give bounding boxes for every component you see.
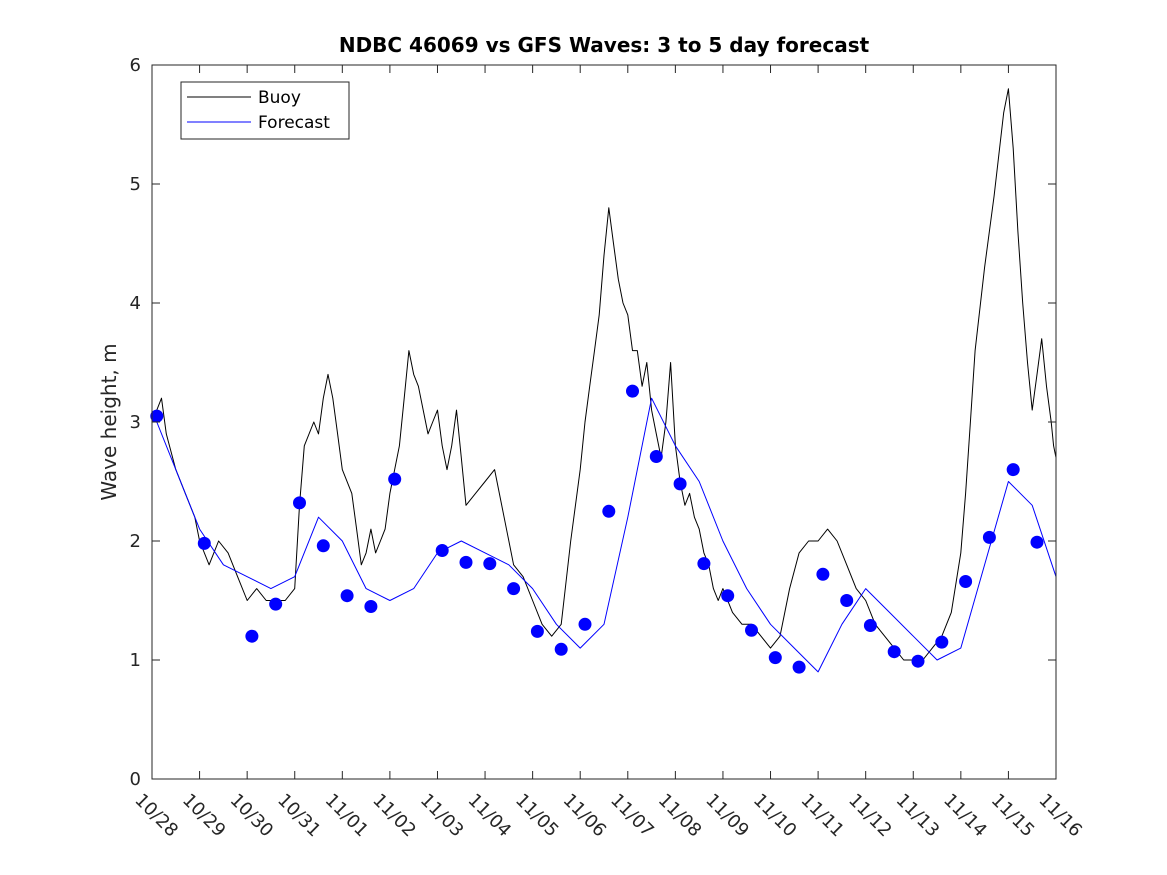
forecast-marker [554,642,568,656]
forecast-marker [982,530,996,544]
forecast-marker [530,624,544,638]
forecast-marker [745,623,758,637]
chart-title: NDBC 46069 vs GFS Waves: 3 to 5 day fore… [339,33,870,57]
forecast-marker [1006,463,1020,477]
forecast-marker [697,557,711,571]
legend: Buoy Forecast [180,81,350,140]
forecast-marker [340,589,354,603]
forecast-marker [887,645,901,659]
forecast-marker [245,629,259,643]
forecast-marker [649,450,663,463]
forecast-marker [792,660,806,674]
legend-buoy-label: Buoy [258,88,301,108]
y-tick-label: 4 [130,293,141,314]
forecast-marker [293,496,306,510]
forecast-marker [459,555,473,569]
legend-forecast-label: Forecast [258,113,330,133]
forecast-marker [1030,535,1044,549]
forecast-marker [602,504,616,518]
plot-area [152,65,1056,779]
y-axis-label: Wave height, m [97,343,121,500]
forecast-marker [768,651,782,665]
y-tick-label: 0 [130,769,141,790]
forecast-marker [959,575,973,588]
forecast-marker [721,589,735,603]
y-tick-label: 3 [130,412,141,433]
y-tick-label: 6 [130,55,141,76]
forecast-marker [388,472,402,486]
forecast-marker [316,539,330,553]
forecast-marker [269,597,283,611]
forecast-marker [483,557,497,571]
forecast-marker [578,617,592,631]
y-tick-label: 5 [130,174,141,195]
forecast-marker [364,600,378,613]
forecast-marker [911,654,925,668]
forecast-marker [840,594,854,607]
forecast-marker [935,635,949,649]
forecast-marker [507,582,521,596]
y-tick-label: 2 [130,531,141,552]
marker-layer [150,384,1044,674]
forecast-marker [435,544,449,557]
series-line-forecast [156,397,1057,673]
y-tick-label: 1 [130,650,141,671]
forecast-marker [816,567,830,581]
forecast-marker [626,384,639,398]
forecast-marker [150,409,164,423]
forecast-marker [863,619,877,632]
forecast-marker [673,477,687,491]
forecast-marker [197,536,211,550]
legend-box [180,81,350,140]
